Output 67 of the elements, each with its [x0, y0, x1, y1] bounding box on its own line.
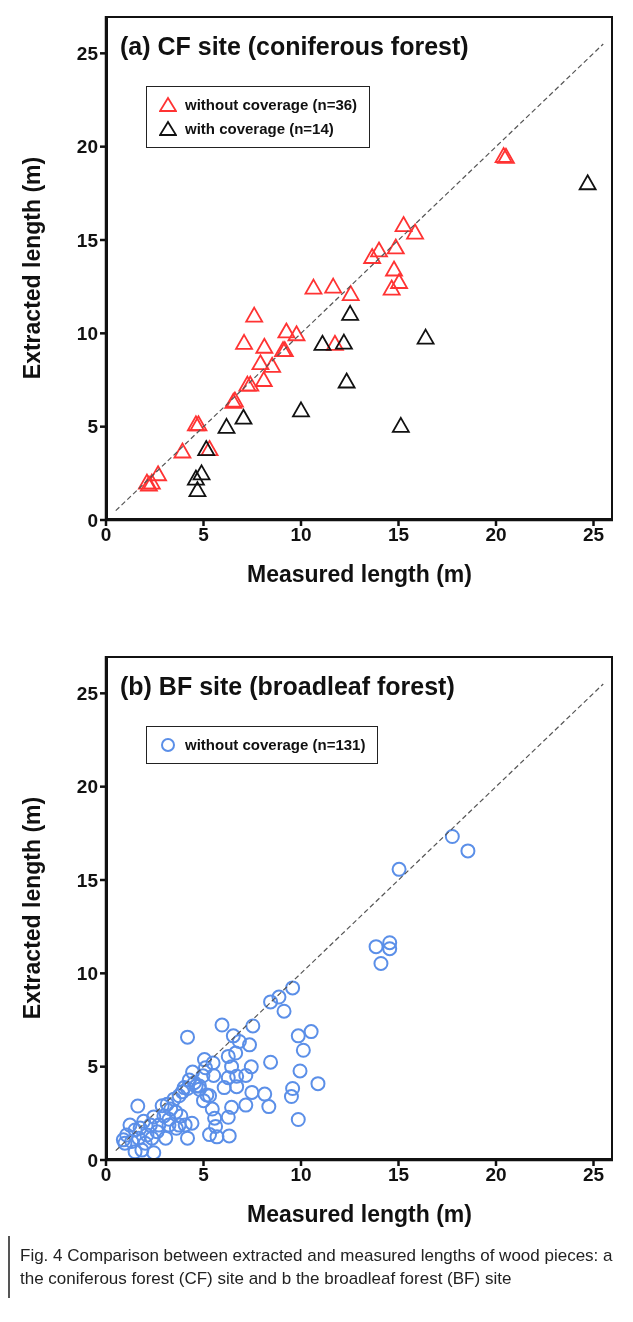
text: (b) BF site (broadleaf forest) [120, 672, 455, 701]
point [251, 354, 270, 371]
y-tick-label: 20 [76, 136, 98, 158]
x-tick-label: 20 [485, 1164, 507, 1186]
point [173, 442, 192, 459]
y-tick-label: 5 [87, 416, 99, 438]
y-tick-label: 20 [76, 776, 98, 798]
y-axis-title: Extracted length (m) [19, 796, 46, 1020]
point [578, 174, 597, 191]
y-tick-label: 0 [87, 1149, 98, 1171]
point [277, 322, 296, 339]
x-axis-title: Measured length (m) [247, 1201, 472, 1227]
legend-label: without coverage (n=131) [185, 735, 366, 755]
point [391, 417, 410, 433]
point [304, 278, 323, 295]
point [235, 333, 253, 350]
point [292, 401, 310, 418]
y-axis-title: Extracted length (m) [19, 156, 46, 380]
point [363, 248, 382, 264]
legend-label: with coverage (n=14) [185, 119, 334, 139]
point [217, 417, 236, 434]
y-tick-label: 25 [76, 43, 99, 65]
x-tick-label: 25 [582, 524, 605, 546]
y-tick-label: 10 [76, 323, 98, 345]
point [341, 285, 360, 302]
y-tick-label: 25 [76, 683, 99, 705]
point [385, 260, 403, 277]
point [234, 408, 253, 425]
point [263, 356, 282, 373]
caption: Fig. 4 Comparison between extracted and measured lengths of wood pieces: a the coniferous forest (CF) site and b the broadleaf forest (BF) site [8, 1236, 625, 1298]
point [382, 279, 401, 296]
x-tick-label: 15 [387, 524, 410, 546]
point [370, 241, 388, 258]
legend-label: without coverage (n=36) [185, 95, 358, 115]
y-tick-label: 0 [87, 509, 98, 531]
x-tick-label: 25 [582, 1164, 605, 1186]
x-tick-label: 20 [485, 524, 507, 546]
y-tick-label: 10 [76, 963, 98, 985]
point [341, 305, 360, 321]
x-tick-label: 10 [290, 1164, 312, 1186]
point [245, 306, 264, 323]
point [390, 273, 408, 289]
y-tick-label: 15 [76, 229, 99, 251]
x-axis-title: Measured length (m) [247, 561, 472, 587]
point [335, 333, 353, 350]
point [394, 216, 413, 232]
x-tick-label: 5 [198, 524, 210, 546]
point [326, 334, 344, 351]
y-tick-label: 5 [87, 1056, 99, 1078]
point [313, 334, 332, 351]
point [188, 481, 207, 498]
x-tick-label: 10 [290, 524, 312, 546]
point [254, 371, 273, 387]
point [406, 223, 424, 240]
point [255, 337, 274, 354]
point [187, 469, 205, 486]
y-tick-label: 15 [76, 869, 99, 891]
point [287, 325, 306, 342]
x-tick-label: 5 [198, 1164, 210, 1186]
text: (a) CF site (coniferous forest) [120, 32, 469, 61]
x-tick-label: 15 [387, 1164, 410, 1186]
point [192, 464, 211, 481]
point [386, 238, 405, 255]
point [149, 465, 167, 482]
point [337, 372, 356, 389]
point [416, 328, 435, 345]
point [324, 277, 343, 294]
